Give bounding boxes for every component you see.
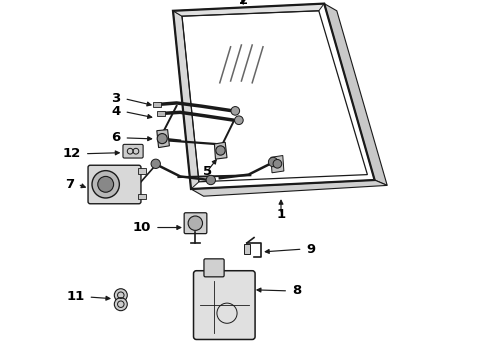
Bar — [153, 102, 161, 107]
Circle shape — [269, 157, 278, 167]
Text: 11: 11 — [67, 291, 85, 303]
Circle shape — [98, 176, 114, 192]
FancyBboxPatch shape — [88, 165, 141, 204]
Circle shape — [216, 146, 225, 155]
Polygon shape — [215, 142, 227, 159]
FancyBboxPatch shape — [123, 144, 143, 158]
Text: 4: 4 — [112, 105, 121, 118]
Circle shape — [92, 171, 120, 198]
Text: 8: 8 — [292, 284, 301, 297]
FancyBboxPatch shape — [194, 271, 255, 339]
Bar — [138, 194, 146, 199]
Text: 2: 2 — [239, 0, 248, 7]
Text: 3: 3 — [112, 92, 121, 105]
Circle shape — [151, 159, 160, 168]
Text: 1: 1 — [276, 208, 286, 221]
Bar — [244, 244, 250, 254]
Polygon shape — [173, 11, 199, 189]
Text: 7: 7 — [65, 178, 74, 191]
Circle shape — [114, 298, 127, 311]
FancyBboxPatch shape — [184, 213, 207, 234]
Text: 9: 9 — [306, 243, 316, 256]
Circle shape — [235, 116, 243, 125]
Polygon shape — [173, 4, 324, 16]
Text: 5: 5 — [203, 165, 212, 178]
Polygon shape — [157, 130, 170, 148]
Text: 6: 6 — [112, 131, 121, 144]
Polygon shape — [271, 156, 284, 173]
Text: 12: 12 — [63, 147, 81, 160]
Circle shape — [206, 175, 216, 185]
Circle shape — [157, 134, 167, 144]
Text: 10: 10 — [133, 221, 151, 234]
Circle shape — [273, 159, 282, 168]
Bar — [138, 168, 146, 174]
Polygon shape — [191, 180, 387, 196]
Circle shape — [114, 289, 127, 302]
FancyBboxPatch shape — [204, 259, 224, 277]
Polygon shape — [324, 4, 387, 185]
Circle shape — [231, 107, 240, 115]
Bar — [157, 111, 165, 116]
Circle shape — [188, 216, 202, 230]
